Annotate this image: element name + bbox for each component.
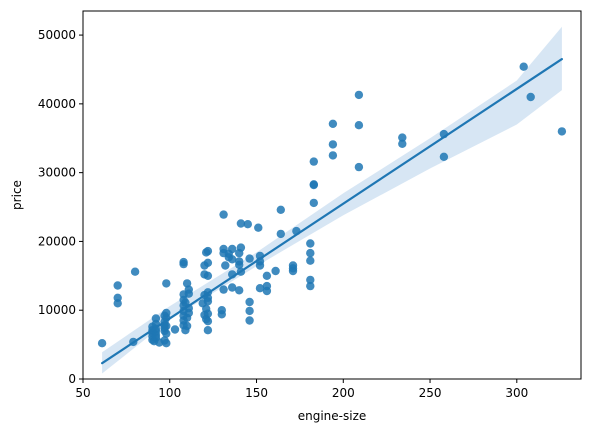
x-axis-ticks: 50 100 150 200 250 300 bbox=[75, 379, 528, 400]
data-point bbox=[179, 257, 188, 267]
data-point bbox=[235, 286, 244, 295]
data-point bbox=[97, 339, 107, 348]
data-point bbox=[245, 306, 254, 316]
data-point bbox=[113, 281, 122, 290]
data-point bbox=[219, 285, 228, 294]
data-point bbox=[254, 223, 263, 232]
data-point bbox=[262, 271, 272, 280]
regression-line bbox=[100, 57, 564, 365]
data-point bbox=[228, 244, 237, 254]
data-point bbox=[255, 284, 265, 293]
data-point bbox=[328, 140, 338, 149]
data-point bbox=[203, 326, 213, 335]
y-tick-label: 30000 bbox=[38, 166, 76, 180]
data-point bbox=[276, 229, 285, 239]
data-point bbox=[309, 157, 318, 166]
data-point bbox=[203, 309, 213, 318]
data-point bbox=[354, 121, 364, 130]
regression-line-layer bbox=[100, 57, 564, 365]
data-point bbox=[398, 139, 407, 148]
y-tick-label: 10000 bbox=[38, 303, 76, 317]
x-tick-label: 200 bbox=[332, 386, 355, 400]
confidence-band bbox=[102, 26, 562, 374]
x-tick-label: 250 bbox=[419, 386, 442, 400]
data-point bbox=[262, 281, 272, 291]
data-point bbox=[221, 261, 230, 270]
data-point bbox=[236, 219, 246, 228]
data-point bbox=[306, 239, 315, 248]
data-point bbox=[219, 210, 228, 219]
data-point bbox=[271, 266, 280, 276]
data-point bbox=[203, 246, 213, 256]
data-point bbox=[245, 316, 254, 325]
x-tick-label: 300 bbox=[505, 386, 528, 400]
data-point bbox=[328, 119, 338, 128]
data-point bbox=[519, 62, 528, 71]
data-point bbox=[228, 283, 237, 292]
data-point bbox=[203, 317, 213, 326]
data-point bbox=[309, 180, 318, 189]
data-point bbox=[557, 127, 567, 136]
data-point bbox=[162, 339, 171, 348]
data-point bbox=[235, 257, 244, 266]
data-point bbox=[203, 258, 213, 267]
x-axis-label: engine-size bbox=[298, 409, 367, 423]
x-tick-label: 150 bbox=[245, 386, 268, 400]
data-point bbox=[276, 205, 285, 214]
data-point bbox=[526, 92, 535, 102]
data-point bbox=[306, 256, 315, 265]
y-tick-label: 0 bbox=[68, 372, 76, 386]
data-point bbox=[288, 261, 298, 270]
data-point bbox=[306, 275, 315, 285]
y-tick-label: 50000 bbox=[38, 28, 76, 42]
data-point bbox=[113, 299, 122, 308]
data-point bbox=[354, 162, 364, 172]
data-point bbox=[162, 329, 171, 338]
data-point bbox=[255, 261, 265, 270]
data-point bbox=[170, 325, 180, 334]
data-point bbox=[162, 279, 171, 288]
data-point bbox=[309, 198, 318, 208]
data-point bbox=[228, 255, 237, 264]
data-point bbox=[130, 267, 140, 276]
data-points-layer bbox=[97, 62, 567, 348]
y-axis-ticks: 0 10000 20000 30000 40000 50000 bbox=[38, 28, 83, 386]
data-point bbox=[354, 90, 364, 100]
x-tick-label: 100 bbox=[158, 386, 181, 400]
data-point bbox=[306, 248, 315, 258]
data-point bbox=[162, 308, 171, 318]
data-point bbox=[203, 271, 213, 280]
data-point bbox=[245, 254, 254, 263]
data-point bbox=[217, 306, 226, 315]
plot-frame bbox=[82, 10, 582, 380]
data-point bbox=[306, 281, 315, 291]
data-point bbox=[184, 285, 193, 294]
data-point bbox=[182, 321, 192, 331]
data-point bbox=[162, 321, 171, 331]
data-point bbox=[243, 220, 252, 229]
data-point bbox=[439, 152, 449, 161]
data-point bbox=[245, 297, 254, 307]
data-point bbox=[236, 243, 246, 252]
y-tick-label: 20000 bbox=[38, 234, 76, 248]
y-tick-label: 40000 bbox=[38, 97, 76, 111]
data-point bbox=[151, 314, 161, 323]
confidence-band-layer bbox=[102, 26, 562, 374]
data-point bbox=[398, 133, 407, 142]
y-axis-label: price bbox=[10, 180, 24, 210]
x-tick-label: 50 bbox=[75, 386, 90, 400]
data-point bbox=[328, 151, 338, 160]
